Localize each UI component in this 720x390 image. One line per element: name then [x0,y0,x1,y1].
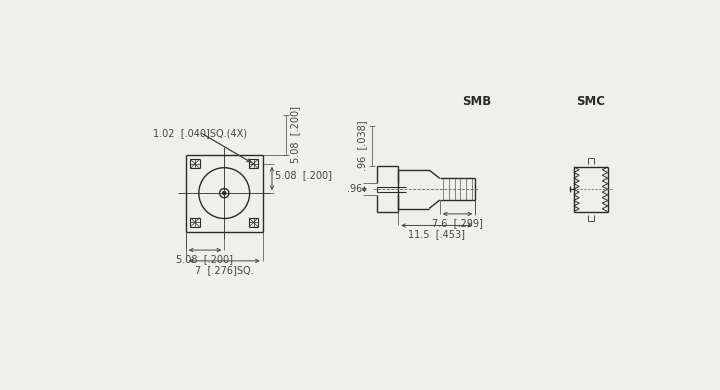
Text: 11.5  [.453]: 11.5 [.453] [408,229,465,239]
Text: 5.08  [.200]: 5.08 [.200] [275,170,332,181]
Text: SMC: SMC [576,96,606,108]
Circle shape [222,191,226,195]
Text: SMB: SMB [462,96,492,108]
Text: 7  [.276]SQ.: 7 [.276]SQ. [195,265,253,275]
Text: .96  [.038]: .96 [.038] [357,121,367,172]
Text: 7.6  [.299]: 7.6 [.299] [432,218,483,228]
Text: 5.08  [.200]: 5.08 [.200] [289,106,300,163]
Text: 1.02  [.040]SQ.(4X): 1.02 [.040]SQ.(4X) [153,128,248,138]
Text: 5.08  [.200]: 5.08 [.200] [176,254,233,264]
Text: .96: .96 [347,184,362,194]
